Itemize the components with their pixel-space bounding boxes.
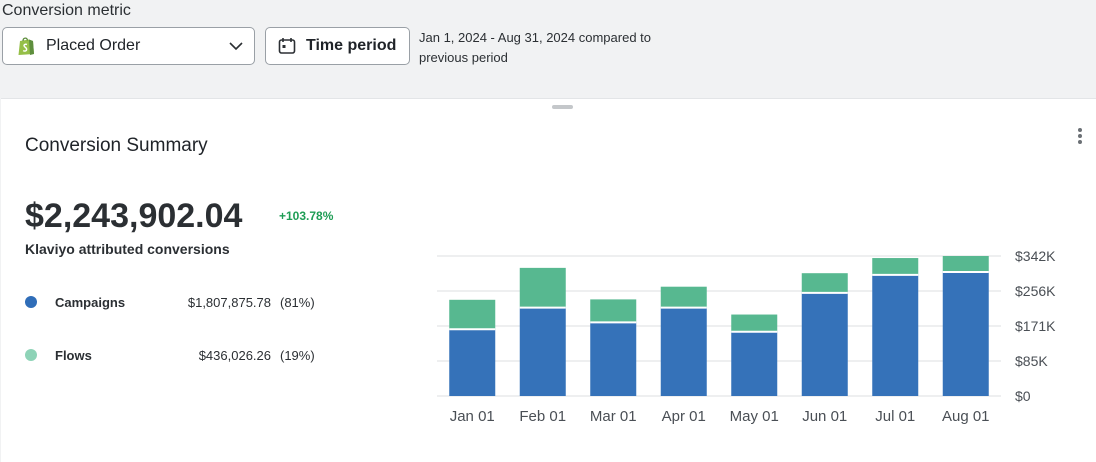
x-tick-label: Mar 01: [590, 408, 637, 425]
date-range-text: Jan 1, 2024 - Aug 31, 2024 compared to p…: [419, 30, 652, 65]
x-tick-label: Jul 01: [875, 408, 915, 425]
y-tick-label: $342K: [1015, 248, 1056, 264]
y-tick-label: $0: [1015, 388, 1031, 404]
calendar-icon: [278, 38, 296, 54]
y-tick-label: $85K: [1015, 353, 1048, 369]
bar-flows-apr-01[interactable]: [660, 286, 707, 308]
time-period-label: Time period: [306, 37, 397, 54]
x-tick-label: Jun 01: [802, 408, 847, 425]
y-tick-label: $256K: [1015, 283, 1056, 299]
bar-flows-aug-01[interactable]: [942, 256, 989, 272]
legend-amount: $436,026.26: [198, 347, 271, 363]
legend-flows: Flows $436,026.26 (19%): [25, 345, 325, 365]
conversion-bar-chart: $0 $85K $171K $256K $342K Jan 01 Feb 01 Mar 01 A…: [437, 248, 1056, 425]
bar-flows-jun-01[interactable]: [801, 273, 848, 293]
legend-name: Flows: [55, 347, 92, 363]
campaigns-dot-icon: [25, 296, 37, 308]
legend-campaigns: Campaigns $1,807,875.78 (81%): [25, 292, 325, 312]
legend-name: Campaigns: [55, 294, 126, 310]
legend-percent: (81%): [280, 294, 315, 310]
conversions-subtitle: Klaviyo attributed conversions: [25, 241, 230, 257]
conversion-summary-card: Conversion Summary $2,243,902.04 +103.78…: [1, 98, 1096, 462]
x-tick-label: Jan 01: [450, 408, 495, 425]
bar-campaigns-jan-01[interactable]: [449, 329, 496, 396]
bar-campaigns-jul-01[interactable]: [872, 274, 919, 396]
bar-flows-mar-01[interactable]: [590, 299, 637, 323]
bar-campaigns-may-01[interactable]: [731, 331, 778, 396]
more-options-icon[interactable]: [1073, 128, 1087, 148]
legend-amount: $1,807,875.78: [187, 294, 271, 310]
bar-campaigns-jun-01[interactable]: [801, 292, 848, 396]
bar-flows-may-01[interactable]: [731, 314, 778, 332]
drag-handle[interactable]: [552, 105, 573, 109]
card-title: Conversion Summary: [25, 135, 208, 156]
percent-change: +103.78%: [279, 209, 334, 223]
bar-flows-jan-01[interactable]: [449, 299, 496, 330]
bar-campaigns-mar-01[interactable]: [590, 322, 637, 396]
shopify-icon: [18, 37, 34, 55]
bar-campaigns-aug-01[interactable]: [942, 271, 989, 396]
conversion-metric-label: Conversion metric: [2, 2, 131, 19]
x-tick-label: Aug 01: [942, 408, 990, 425]
bar-flows-jul-01[interactable]: [872, 258, 919, 275]
bar-campaigns-feb-01[interactable]: [519, 307, 566, 396]
chevron-down-icon: [229, 42, 243, 51]
y-tick-label: $171K: [1015, 318, 1056, 334]
x-tick-label: Feb 01: [519, 408, 566, 425]
legend-percent: (19%): [280, 347, 315, 363]
x-tick-label: May 01: [730, 408, 779, 425]
time-period-button[interactable]: Time period: [265, 27, 410, 65]
x-tick-label: Apr 01: [662, 408, 706, 425]
total-conversions: $2,243,902.04: [25, 197, 243, 235]
conversion-metric-select[interactable]: Placed Order: [2, 27, 255, 65]
bar-campaigns-apr-01[interactable]: [660, 307, 707, 396]
flows-dot-icon: [25, 349, 37, 361]
bar-flows-feb-01[interactable]: [519, 267, 566, 308]
metric-value: Placed Order: [46, 37, 141, 54]
